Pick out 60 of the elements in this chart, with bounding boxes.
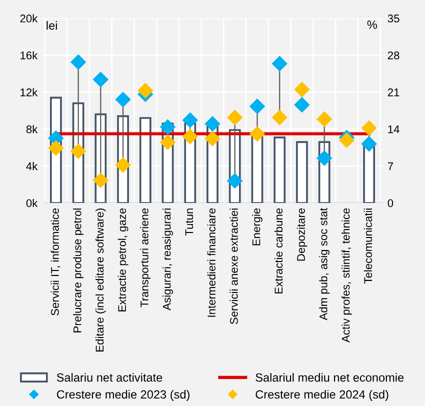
y2-tick-label: 35 — [388, 14, 400, 22]
x-tick-label: Activ profes, stiintif, tehnice — [342, 208, 352, 342]
y2-tick-label: 28 — [388, 51, 400, 60]
point — [204, 131, 220, 146]
legend-label: Salariu net activitate — [56, 373, 162, 382]
point — [70, 54, 86, 70]
x-tick-label: Prelucrare produse petrol — [73, 208, 84, 332]
y-tick-label: 4k — [26, 162, 38, 170]
point — [160, 119, 176, 135]
x-tick-label: Servicii IT, informatice — [50, 208, 60, 316]
y2-tick-label: 7 — [388, 162, 393, 170]
point — [339, 132, 354, 148]
point — [294, 97, 310, 112]
legend-label: Crestere medie 2024 (sd) — [256, 390, 388, 401]
y-tick-label: 20k — [20, 14, 38, 22]
point — [182, 112, 198, 128]
x-tick-label: Servicii anexe extractiei — [230, 208, 238, 324]
point — [115, 92, 131, 108]
legend-label: Salariul mediu net economie — [256, 373, 404, 382]
legend-label: Crestere medie 2023 (sd) — [56, 390, 190, 401]
y-tick-label: 12k — [20, 88, 38, 96]
point — [48, 140, 64, 156]
point — [316, 150, 332, 166]
point — [70, 144, 86, 159]
point — [204, 116, 220, 132]
point — [316, 112, 332, 127]
point — [93, 172, 108, 188]
point — [182, 128, 198, 144]
y2-tick-label: 0 — [388, 199, 394, 208]
x-tick-label: Asigurari, reasigurari — [162, 208, 173, 310]
x-tick-label: Extractie petrol, gaze — [118, 208, 128, 312]
x-tick-label: Energie — [252, 208, 262, 246]
y-axis-title: lei — [46, 21, 57, 30]
x-tick-label: Editare (incl editare software) — [95, 208, 106, 352]
y2-axis-title: % — [367, 20, 377, 29]
x-tick-label: Extractie carbune — [274, 208, 283, 294]
x-tick-label: Telecomunicatii — [364, 208, 372, 284]
point — [227, 110, 242, 126]
point — [272, 56, 288, 72]
y-tick-label: 16k — [20, 51, 38, 60]
point — [160, 134, 176, 150]
x-tick-label: Adm pub, asig soc stat — [319, 208, 330, 320]
point — [294, 82, 310, 98]
point — [362, 136, 377, 152]
point — [250, 98, 265, 114]
x-tick-label: Transporturi aeriene — [140, 208, 151, 308]
y2-tick-label: 14 — [388, 125, 400, 134]
point — [272, 110, 288, 126]
x-tick-label: Tutun — [185, 208, 194, 236]
point — [227, 173, 242, 188]
x-tick-label: Intermedieri financiare — [207, 208, 216, 317]
y-tick-label: 0k — [26, 198, 38, 208]
y2-tick-label: 21 — [388, 88, 400, 96]
point — [362, 120, 377, 136]
x-tick-label: Depozitare — [296, 208, 308, 261]
point — [138, 83, 153, 98]
point — [115, 157, 131, 173]
point — [250, 126, 265, 142]
y-tick-label: 8k — [26, 125, 38, 134]
point — [93, 72, 108, 88]
